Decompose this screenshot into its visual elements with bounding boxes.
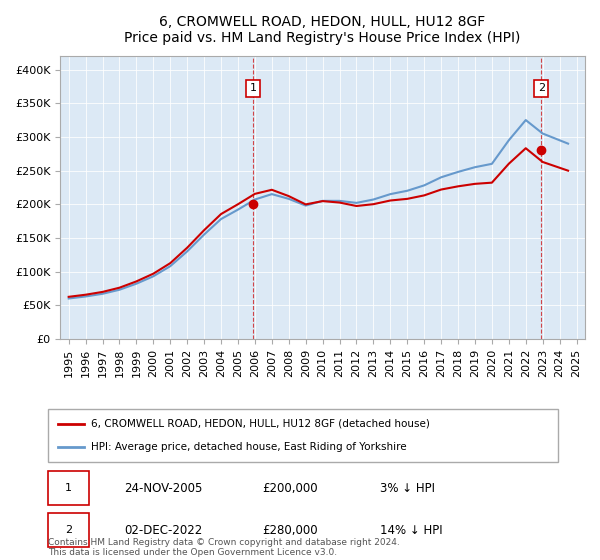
Text: 6, CROMWELL ROAD, HEDON, HULL, HU12 8GF (detached house): 6, CROMWELL ROAD, HEDON, HULL, HU12 8GF … [91, 419, 430, 429]
Text: £200,000: £200,000 [262, 482, 318, 494]
Text: 2: 2 [538, 83, 545, 94]
FancyBboxPatch shape [48, 409, 558, 462]
FancyBboxPatch shape [48, 471, 89, 505]
Text: 1: 1 [65, 483, 72, 493]
Text: £280,000: £280,000 [262, 524, 318, 536]
Text: HPI: Average price, detached house, East Riding of Yorkshire: HPI: Average price, detached house, East… [91, 442, 407, 452]
Text: 02-DEC-2022: 02-DEC-2022 [125, 524, 203, 536]
Text: 2: 2 [65, 525, 72, 535]
Text: 24-NOV-2005: 24-NOV-2005 [125, 482, 203, 494]
Text: 14% ↓ HPI: 14% ↓ HPI [380, 524, 442, 536]
Text: 3% ↓ HPI: 3% ↓ HPI [380, 482, 434, 494]
Text: Contains HM Land Registry data © Crown copyright and database right 2024.
This d: Contains HM Land Registry data © Crown c… [48, 538, 400, 557]
FancyBboxPatch shape [48, 513, 89, 547]
Title: 6, CROMWELL ROAD, HEDON, HULL, HU12 8GF
Price paid vs. HM Land Registry's House : 6, CROMWELL ROAD, HEDON, HULL, HU12 8GF … [124, 15, 521, 45]
Text: 1: 1 [250, 83, 257, 94]
